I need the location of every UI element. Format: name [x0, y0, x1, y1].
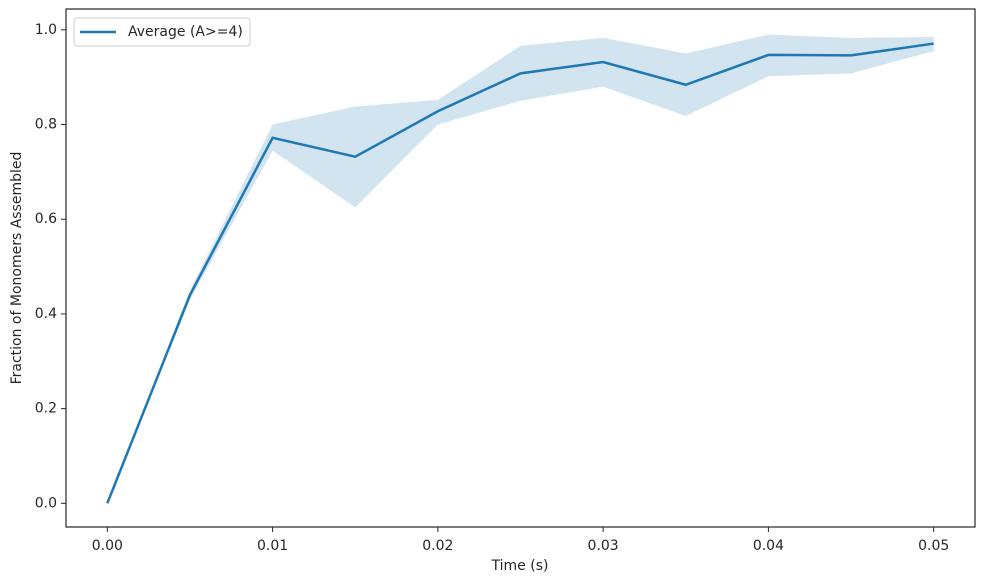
- x-tick-label: 0.04: [753, 538, 784, 554]
- x-tick-label: 0.02: [422, 538, 453, 554]
- x-tick-label: 0.05: [918, 538, 949, 554]
- legend-label: Average (A>=4): [128, 24, 243, 40]
- y-tick-label: 0.2: [35, 401, 57, 417]
- x-tick-label: 0.03: [588, 538, 619, 554]
- y-tick-label: 0.6: [35, 211, 57, 227]
- legend-box: [73, 17, 251, 47]
- y-tick-label: 0.8: [35, 117, 57, 133]
- x-tick-label: 0.01: [257, 538, 288, 554]
- y-axis-label: Fraction of Monomers Assembled: [9, 152, 25, 385]
- y-tick-label: 0.4: [35, 306, 57, 322]
- plot-frame: [65, 8, 976, 528]
- x-tick-label: 0.00: [92, 538, 123, 554]
- x-axis-label: Time (s): [491, 558, 549, 574]
- y-tick-label: 1.0: [35, 22, 57, 38]
- confidence-band: [107, 34, 934, 504]
- line: [106, 42, 934, 504]
- y-tick-label: 0.0: [35, 495, 57, 511]
